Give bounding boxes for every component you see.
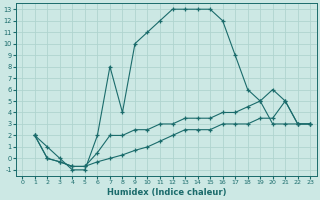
X-axis label: Humidex (Indice chaleur): Humidex (Indice chaleur)	[107, 188, 226, 197]
